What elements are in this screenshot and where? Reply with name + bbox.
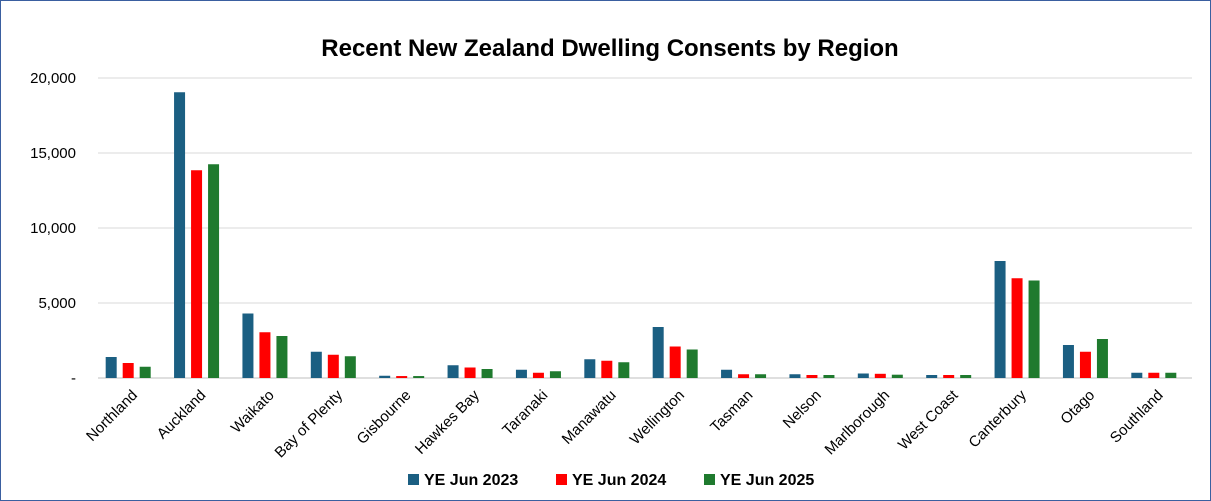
y-axis: - 5,000 10,000 15,000 20,000 [30, 70, 76, 387]
x-tick-label: Northland [83, 387, 141, 445]
bar [549, 371, 561, 378]
x-tick-label: Gisbourne [354, 387, 415, 448]
x-tick-label: Waikato [228, 387, 278, 437]
bar [857, 373, 869, 378]
bars [105, 92, 1177, 378]
x-tick-label: Hawkes Bay [412, 386, 483, 457]
bar [174, 92, 186, 378]
bar [481, 369, 493, 378]
bar [584, 359, 596, 378]
bar [823, 375, 835, 378]
x-tick-label: Manawatu [559, 387, 620, 448]
bar [1131, 372, 1143, 378]
bar [276, 336, 288, 378]
bar [532, 372, 544, 378]
bar [601, 360, 613, 378]
bar [806, 375, 818, 378]
bar [1096, 339, 1108, 378]
bar [926, 375, 938, 378]
bar [379, 375, 391, 378]
x-tick-label: Canterbury [965, 386, 1030, 451]
bar [122, 363, 134, 378]
x-tick-label: West Coast [895, 386, 962, 453]
bar [789, 374, 801, 378]
bar [669, 346, 681, 378]
bar [1011, 278, 1023, 378]
bar [105, 357, 117, 378]
legend-swatch [704, 474, 715, 485]
bar [447, 365, 459, 378]
x-tick-label: Bay of Plenty [272, 386, 347, 461]
bar [755, 374, 767, 378]
chart-title: Recent New Zealand Dwelling Consents by … [321, 35, 898, 62]
bar [721, 369, 733, 378]
bar [191, 170, 203, 378]
bar [960, 375, 972, 378]
bar [652, 327, 664, 378]
bar [1062, 345, 1074, 378]
x-tick-label: Tasman [707, 387, 756, 436]
bar [327, 354, 339, 378]
bar [1148, 372, 1160, 378]
legend-label: YE Jun 2024 [572, 472, 666, 489]
y-tick-label: 10,000 [30, 220, 76, 237]
bar [686, 349, 698, 378]
bar [310, 351, 322, 378]
bar [994, 261, 1006, 378]
x-tick-label: Taranaki [499, 387, 551, 439]
bar [738, 374, 750, 378]
bar [1079, 351, 1091, 378]
legend: YE Jun 2023 YE Jun 2024 YE Jun 2025 [408, 472, 814, 489]
legend-label: YE Jun 2025 [720, 472, 814, 489]
bar [344, 356, 356, 378]
bar [891, 374, 903, 378]
bar [259, 332, 271, 378]
x-tick-label: Auckland [154, 387, 210, 443]
bar [464, 367, 476, 378]
bar [618, 362, 630, 378]
bar [208, 164, 220, 378]
bar [242, 313, 254, 378]
x-tick-label: Otago [1057, 387, 1098, 428]
y-tick-label: 20,000 [30, 70, 76, 87]
bar [396, 376, 408, 378]
bar [139, 366, 151, 378]
x-tick-label: Wellington [627, 387, 688, 448]
x-tick-label: Nelson [780, 387, 825, 432]
legend-swatch [556, 474, 567, 485]
y-tick-label: - [71, 370, 76, 387]
y-tick-label: 5,000 [38, 295, 76, 312]
legend-label: YE Jun 2023 [424, 472, 518, 489]
bar [1165, 372, 1177, 378]
bar [943, 375, 955, 378]
y-tick-label: 15,000 [30, 145, 76, 162]
bar [874, 373, 886, 378]
bar [413, 376, 425, 378]
x-tick-label: Marlborough [822, 387, 894, 459]
legend-swatch [408, 474, 419, 485]
x-tick-label: Southland [1107, 387, 1167, 447]
bar [515, 369, 527, 378]
bar [1028, 280, 1040, 378]
